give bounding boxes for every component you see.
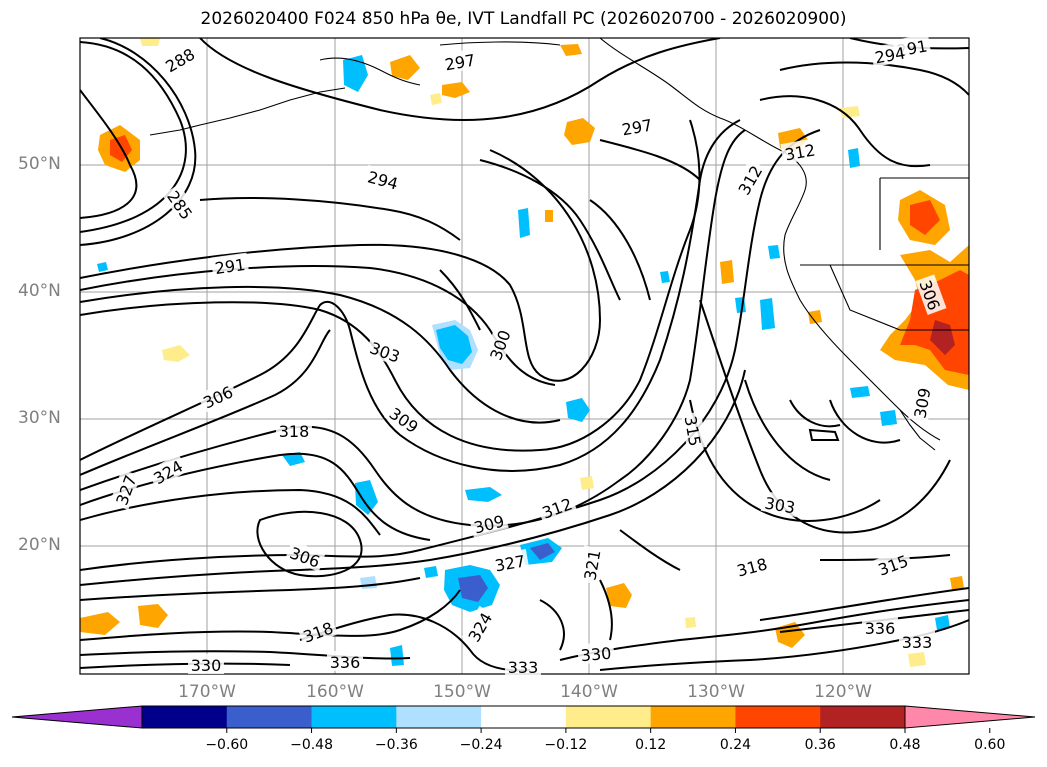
- contour-label: 291: [214, 255, 247, 278]
- contour-label: 330: [191, 656, 222, 675]
- latitude-label: 40°N: [18, 281, 61, 301]
- colorbar-segment: [481, 706, 567, 728]
- contour-label-background: [285, 540, 326, 572]
- contour-label-background: [162, 183, 200, 225]
- colorbar-segment: [820, 706, 906, 728]
- contour-label-background: [188, 654, 224, 674]
- colorbar-tick-label: −0.60: [205, 737, 249, 753]
- contour-label-background: [870, 41, 910, 67]
- longitude-label: 160°W: [306, 682, 364, 702]
- longitude-label: 130°W: [687, 682, 745, 702]
- colorbar-frame: [141, 705, 906, 729]
- colorbar-extend-max: [904, 705, 1036, 729]
- contour-label-background: [731, 158, 767, 201]
- contour-label: 318: [279, 422, 310, 441]
- contour-label-background: [780, 138, 820, 164]
- contour-label-background: [505, 656, 541, 676]
- latitude-label: 50°N: [18, 154, 61, 174]
- contour-label-background: [862, 617, 898, 637]
- contour-label-background: [760, 491, 800, 517]
- longitude-label: 140°W: [560, 682, 618, 702]
- colorbar-tick-label: 0.60: [974, 737, 1006, 753]
- contour-label-background: [384, 400, 426, 438]
- longitude-label: 170°W: [178, 682, 236, 702]
- colorbar-tick-label: −0.48: [290, 737, 333, 753]
- contour-label: 336: [330, 653, 361, 672]
- contour-label-background: [915, 274, 947, 315]
- contour-label-background: [899, 631, 935, 651]
- colorbar-tick-label: 0.48: [889, 737, 921, 753]
- contour-label-background: [681, 411, 707, 451]
- colorbar-segment: [311, 706, 397, 728]
- contour-label-background: [276, 420, 312, 440]
- colorbar-segment: [142, 706, 228, 728]
- contour-label-background: [297, 615, 338, 647]
- colorbar-segment: [650, 706, 736, 728]
- contour-label-background: [536, 491, 577, 523]
- colorbar-extend-min: [11, 705, 143, 729]
- contour-label-background: [327, 651, 363, 671]
- colorbar-segment: [735, 706, 821, 728]
- contour-label: 333: [508, 658, 539, 677]
- colorbar-tick-label: −0.12: [544, 737, 588, 753]
- contour-label-background: [577, 641, 615, 665]
- colorbar-segment: [226, 706, 313, 728]
- longitude-label: 150°W: [433, 682, 491, 702]
- contour-label-background: [363, 164, 404, 194]
- contour-label-background: [365, 335, 406, 367]
- colorbar-tick-label: −0.24: [459, 737, 503, 753]
- contour-label: 330: [580, 644, 612, 666]
- contour-label-background: [158, 41, 201, 77]
- colorbar-segment: [565, 706, 652, 728]
- contour-label-background: [146, 453, 189, 489]
- contour-label-background: [197, 379, 239, 413]
- contour-label-background: [908, 383, 934, 423]
- contour-label-background: [872, 548, 913, 580]
- colorbar-segment: [396, 706, 482, 728]
- colorbar-tick-label: 0.36: [804, 737, 836, 753]
- contour-label-background: [617, 113, 657, 139]
- contour-label-background: [731, 551, 772, 581]
- contour-label-background: [483, 324, 515, 365]
- colorbar-tick-label: 0.12: [635, 737, 667, 753]
- contour-label-background: [461, 605, 497, 648]
- contour-label-background: [490, 549, 530, 575]
- contour-label: 336: [865, 619, 896, 638]
- contour-label-background: [210, 252, 250, 278]
- contour-label: 333: [902, 633, 933, 652]
- coastlines: [149, 38, 969, 451]
- contour-label-background: [109, 469, 141, 510]
- ivt-pc-shading: [80, 38, 969, 667]
- map-background: [80, 38, 969, 674]
- contour-label-background: [468, 508, 509, 538]
- colorbar-tick-label: −0.36: [374, 737, 418, 753]
- contour-label-background: [578, 545, 604, 585]
- colorbar: [11, 705, 1036, 733]
- contour-label-background: [440, 48, 480, 74]
- latitude-label: 20°N: [18, 535, 61, 555]
- latitude-label: 30°N: [18, 408, 61, 428]
- plot-title: 2026020400 F024 850 hPa θe, IVT Landfall…: [200, 9, 847, 29]
- colorbar-tick-label: 0.24: [719, 737, 752, 753]
- longitude-label: 120°W: [814, 682, 872, 702]
